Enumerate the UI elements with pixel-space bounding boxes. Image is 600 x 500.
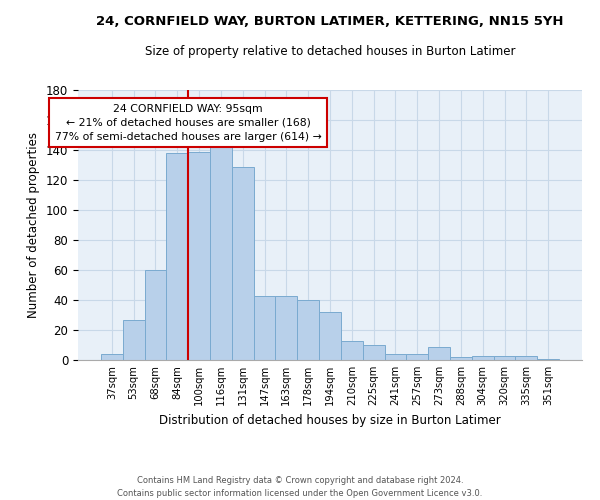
Bar xyxy=(101,354,123,360)
Bar xyxy=(494,356,515,360)
Bar xyxy=(275,296,297,360)
Text: 24 CORNFIELD WAY: 95sqm
← 21% of detached houses are smaller (168)
77% of semi-d: 24 CORNFIELD WAY: 95sqm ← 21% of detache… xyxy=(55,104,322,142)
Y-axis label: Number of detached properties: Number of detached properties xyxy=(28,132,40,318)
Bar xyxy=(406,354,428,360)
Bar xyxy=(472,356,494,360)
X-axis label: Distribution of detached houses by size in Burton Latimer: Distribution of detached houses by size … xyxy=(159,414,501,426)
Bar xyxy=(450,357,472,360)
Bar xyxy=(254,296,275,360)
Text: Contains HM Land Registry data © Crown copyright and database right 2024.
Contai: Contains HM Land Registry data © Crown c… xyxy=(118,476,482,498)
Text: Size of property relative to detached houses in Burton Latimer: Size of property relative to detached ho… xyxy=(145,45,515,58)
Bar xyxy=(297,300,319,360)
Text: 24, CORNFIELD WAY, BURTON LATIMER, KETTERING, NN15 5YH: 24, CORNFIELD WAY, BURTON LATIMER, KETTE… xyxy=(96,15,564,28)
Bar xyxy=(515,356,537,360)
Bar xyxy=(319,312,341,360)
Bar xyxy=(341,340,363,360)
Bar xyxy=(428,346,450,360)
Bar xyxy=(385,354,406,360)
Bar xyxy=(232,166,254,360)
Bar xyxy=(123,320,145,360)
Bar xyxy=(188,152,210,360)
Bar xyxy=(537,358,559,360)
Bar xyxy=(210,141,232,360)
Bar xyxy=(363,345,385,360)
Bar xyxy=(166,153,188,360)
Bar xyxy=(145,270,166,360)
